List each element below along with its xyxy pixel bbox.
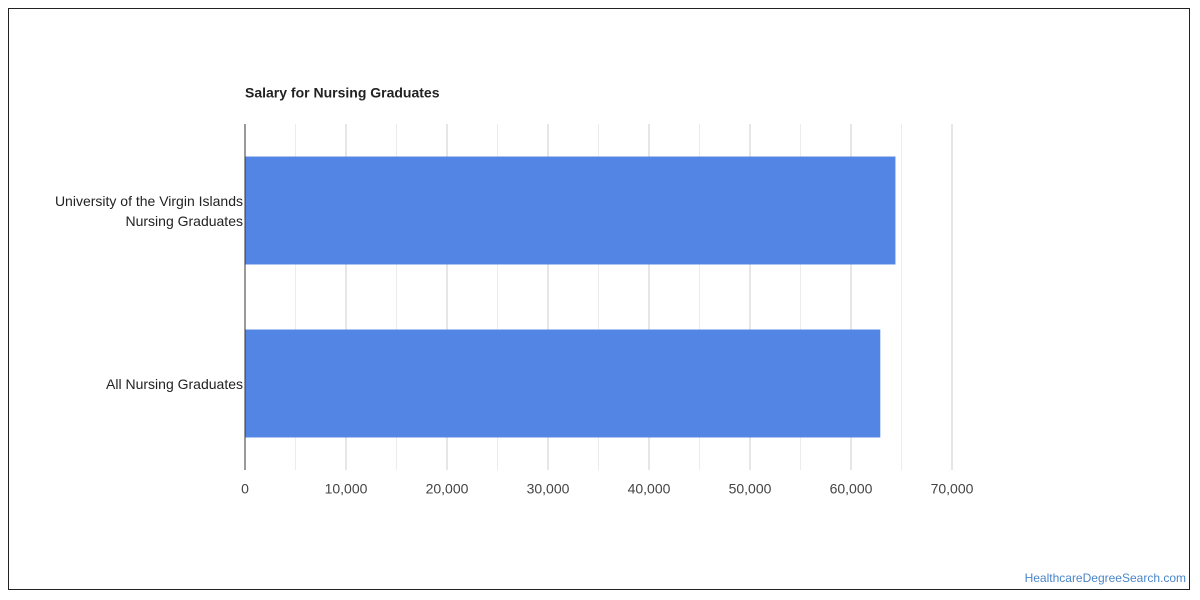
- bar: [245, 156, 896, 265]
- y-tick-label: All Nursing Graduates: [106, 375, 243, 392]
- x-tick-label: 20,000: [426, 481, 469, 497]
- x-tick-label: 70,000: [931, 481, 974, 497]
- y-tick-label: University of the Virgin Islands Nursing…: [54, 192, 243, 229]
- x-tick-label: 10,000: [325, 481, 368, 497]
- x-tick-label: 50,000: [729, 481, 772, 497]
- x-tick-label: 40,000: [628, 481, 671, 497]
- source: HealthcareDegreeSearch.com: [1024, 571, 1186, 585]
- frame: [8, 8, 1190, 590]
- x-tick-label: 60,000: [830, 481, 873, 497]
- bar: [245, 329, 881, 438]
- x-tick-label: 30,000: [527, 481, 570, 497]
- x-tick-label: 0: [241, 481, 249, 497]
- chart-title: Salary for Nursing Graduates: [245, 85, 440, 101]
